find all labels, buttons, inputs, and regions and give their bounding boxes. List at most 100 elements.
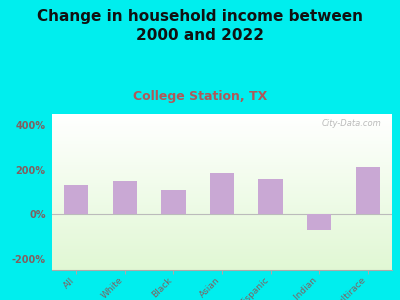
- Bar: [52, 204, 392, 205]
- Bar: [52, 164, 392, 165]
- Bar: [52, 190, 392, 191]
- Bar: [52, 212, 392, 213]
- Bar: [52, 182, 392, 183]
- Bar: [52, 148, 392, 149]
- Bar: [52, 184, 392, 185]
- Bar: [52, 257, 392, 258]
- Bar: [52, 229, 392, 230]
- Bar: [52, 261, 392, 262]
- Bar: [52, 147, 392, 148]
- Bar: [52, 166, 392, 167]
- Bar: [52, 134, 392, 135]
- Bar: [52, 205, 392, 206]
- Text: Change in household income between
2000 and 2022: Change in household income between 2000 …: [37, 9, 363, 43]
- Bar: [52, 230, 392, 231]
- Bar: [52, 246, 392, 247]
- Bar: [52, 139, 392, 140]
- Bar: [52, 227, 392, 228]
- Bar: [52, 233, 392, 234]
- Bar: [52, 234, 392, 235]
- Bar: [52, 167, 392, 168]
- Bar: [52, 135, 392, 136]
- Bar: [52, 140, 392, 141]
- Bar: [52, 207, 392, 208]
- Bar: [52, 180, 392, 181]
- Bar: [258, 178, 283, 214]
- Bar: [52, 162, 392, 163]
- Bar: [52, 208, 392, 209]
- Bar: [52, 244, 392, 245]
- Bar: [52, 150, 392, 151]
- Bar: [52, 156, 392, 157]
- Bar: [52, 240, 392, 241]
- Bar: [52, 169, 392, 170]
- Bar: [52, 152, 392, 153]
- Bar: [52, 269, 392, 270]
- Bar: [52, 206, 392, 207]
- Bar: [52, 238, 392, 239]
- Bar: [52, 209, 392, 210]
- Bar: [210, 173, 234, 214]
- Bar: [52, 159, 392, 160]
- Bar: [52, 219, 392, 220]
- Bar: [52, 188, 392, 189]
- Bar: [52, 228, 392, 229]
- Bar: [52, 151, 392, 152]
- Text: College Station, TX: College Station, TX: [133, 90, 267, 103]
- Bar: [52, 187, 392, 188]
- Bar: [52, 185, 392, 186]
- Bar: [52, 236, 392, 237]
- Bar: [52, 245, 392, 246]
- Bar: [52, 115, 392, 116]
- Bar: [52, 169, 392, 170]
- Bar: [52, 127, 392, 128]
- Bar: [52, 141, 392, 142]
- Bar: [52, 202, 392, 203]
- Bar: [52, 252, 392, 253]
- Bar: [52, 221, 392, 222]
- Bar: [52, 116, 392, 117]
- Bar: [52, 214, 392, 215]
- Bar: [52, 254, 392, 255]
- Bar: [52, 155, 392, 156]
- Bar: [52, 170, 392, 171]
- Bar: [64, 185, 88, 214]
- Bar: [52, 220, 392, 221]
- Bar: [52, 191, 392, 192]
- Bar: [52, 129, 392, 130]
- Bar: [52, 263, 392, 264]
- Bar: [52, 198, 392, 199]
- Bar: [52, 118, 392, 119]
- Bar: [52, 248, 392, 249]
- Bar: [52, 114, 392, 115]
- Bar: [52, 242, 392, 243]
- Bar: [52, 264, 392, 265]
- Bar: [52, 222, 392, 223]
- Bar: [52, 153, 392, 154]
- Bar: [52, 250, 392, 251]
- Bar: [161, 190, 186, 214]
- Bar: [52, 130, 392, 131]
- Bar: [52, 161, 392, 162]
- Bar: [52, 173, 392, 174]
- Bar: [52, 211, 392, 212]
- Bar: [52, 123, 392, 124]
- Bar: [52, 138, 392, 139]
- Bar: [52, 267, 392, 268]
- Bar: [52, 128, 392, 129]
- Bar: [52, 201, 392, 202]
- Bar: [52, 268, 392, 269]
- Bar: [52, 143, 392, 144]
- Bar: [356, 167, 380, 214]
- Bar: [52, 144, 392, 145]
- Bar: [52, 195, 392, 196]
- Bar: [52, 171, 392, 172]
- Bar: [52, 259, 392, 260]
- Bar: [52, 160, 392, 161]
- Bar: [52, 255, 392, 256]
- Bar: [52, 226, 392, 227]
- Bar: [52, 133, 392, 134]
- Bar: [52, 157, 392, 158]
- Bar: [52, 224, 392, 225]
- Bar: [52, 262, 392, 263]
